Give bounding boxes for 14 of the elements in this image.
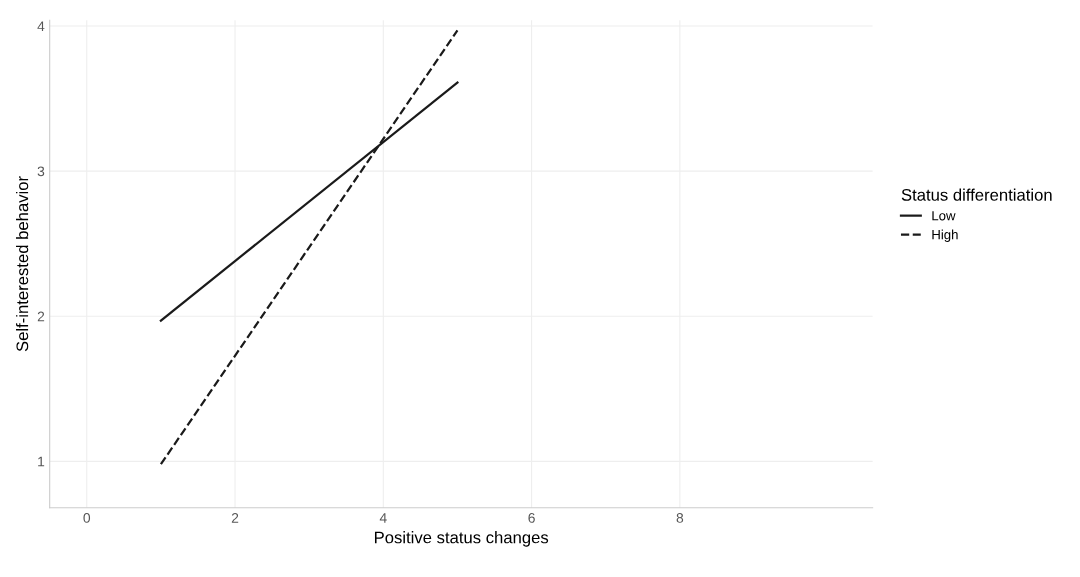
y-tick-label: 4 — [37, 21, 45, 32]
legend-title: Status differentiation — [901, 188, 1052, 201]
legend-label: Low — [932, 211, 956, 221]
legend-label: High — [932, 229, 958, 242]
x-tick-label: 4 — [379, 513, 387, 523]
x-tick-label: 8 — [676, 512, 684, 523]
y-axis-title: Self-interested behavior — [16, 176, 29, 352]
y-tick-label: 2 — [37, 311, 45, 322]
y-tick-label: 1 — [38, 456, 45, 467]
y-tick-label: 3 — [37, 166, 45, 177]
x-tick-label: 0 — [83, 512, 91, 523]
x-tick-label: 6 — [528, 512, 535, 523]
x-tick-label: 2 — [231, 512, 239, 523]
x-axis-title: Positive status changes — [374, 531, 549, 547]
